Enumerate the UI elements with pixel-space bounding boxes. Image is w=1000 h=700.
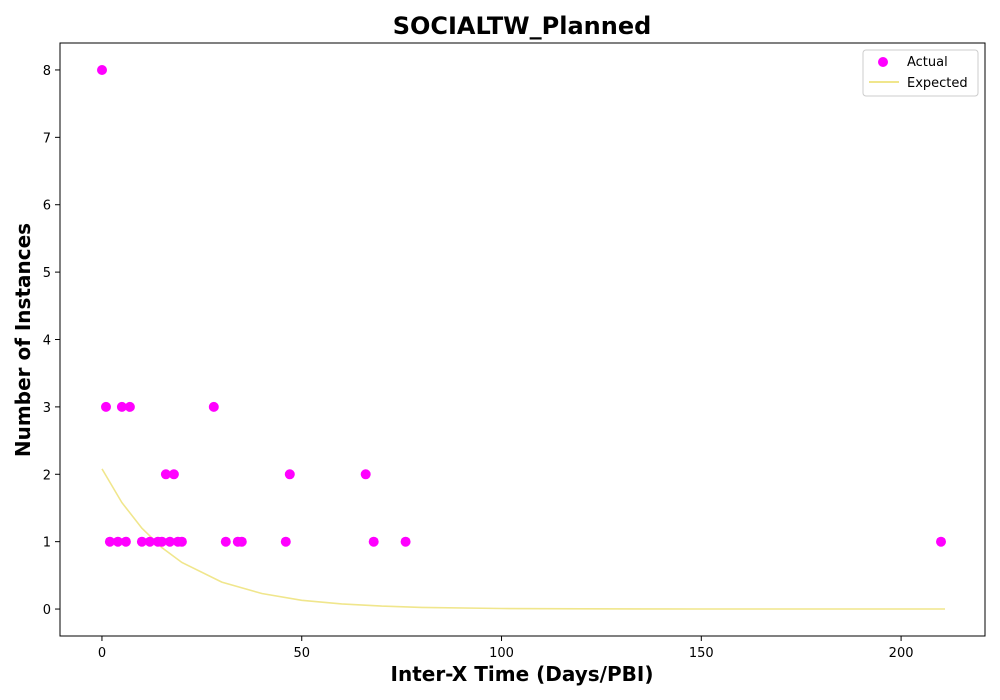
legend-actual-marker <box>878 57 888 67</box>
actual-point <box>400 536 411 547</box>
actual-point <box>168 469 179 480</box>
actual-point <box>280 536 291 547</box>
legend-box <box>862 49 979 97</box>
actual-point <box>368 536 379 547</box>
actual-point <box>97 65 107 75</box>
x-tick-label: 200 <box>889 646 914 661</box>
actual-point <box>936 536 946 547</box>
expected-curve <box>101 468 945 610</box>
y-tick-label: 1 <box>43 536 51 551</box>
y-tick-label: 4 <box>43 334 51 349</box>
y-tick-label: 2 <box>43 468 51 483</box>
x-tick-label: 100 <box>489 646 514 661</box>
legend: Actual Expected <box>862 49 979 97</box>
y-axis-ticks: 0 1 2 3 4 5 6 7 8 <box>43 64 60 618</box>
y-tick-label: 0 <box>43 603 51 618</box>
y-tick-label: 7 <box>43 131 51 146</box>
y-axis-label: Number of Instances <box>11 223 35 457</box>
y-tick-label: 3 <box>43 401 51 416</box>
actual-point <box>120 536 131 547</box>
actual-point <box>284 469 295 480</box>
actual-point <box>176 536 187 547</box>
x-axis-label: Inter-X Time (Days/PBI) <box>391 662 654 686</box>
actual-point <box>104 536 115 547</box>
y-tick-label: 8 <box>43 64 51 79</box>
actual-point <box>156 536 167 547</box>
series-layer <box>97 65 946 610</box>
actual-point <box>160 469 171 480</box>
x-tick-label: 150 <box>689 646 714 661</box>
actual-point <box>164 536 175 547</box>
actual-point <box>208 401 219 412</box>
y-tick-label: 5 <box>43 266 51 281</box>
x-tick-label: 50 <box>293 646 310 661</box>
actual-point <box>136 536 147 547</box>
legend-expected-label: Expected <box>907 76 968 91</box>
x-tick-label: 0 <box>98 646 106 661</box>
y-tick-label: 6 <box>43 199 51 214</box>
chart-title: SOCIALTW_Planned <box>393 12 652 40</box>
x-axis-ticks: 0 50 100 150 200 <box>98 636 914 661</box>
actual-point <box>124 401 135 412</box>
legend-actual-label: Actual <box>907 55 948 70</box>
actual-point <box>236 536 247 547</box>
actual-point <box>101 401 111 412</box>
actual-point <box>360 469 371 480</box>
actual-point <box>220 536 231 547</box>
actual-point <box>144 536 155 547</box>
plot-frame <box>59 42 986 637</box>
actual-point <box>116 401 127 412</box>
actual-point <box>112 536 123 547</box>
